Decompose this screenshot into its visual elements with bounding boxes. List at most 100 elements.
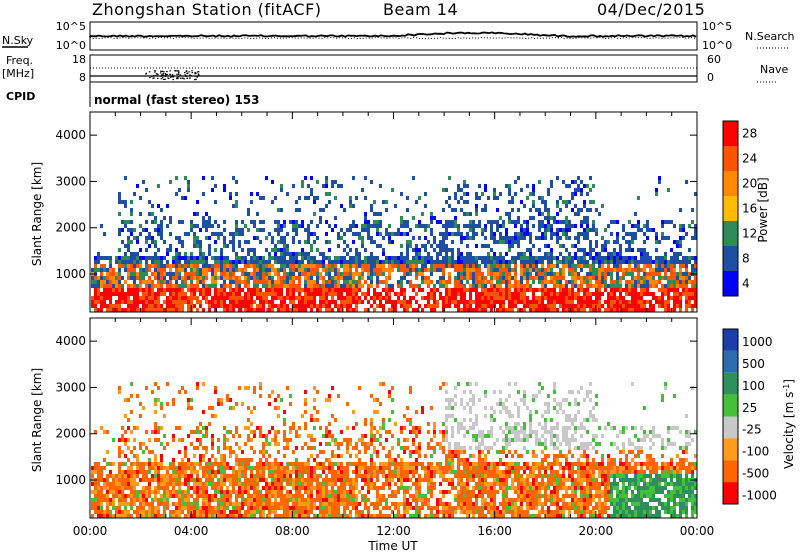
heatmap-cell [673, 304, 676, 308]
heatmap-cell [628, 308, 631, 312]
heatmap-cell [289, 514, 292, 518]
heatmap-cell [538, 208, 541, 212]
heatmap-cell [190, 252, 193, 256]
heatmap-cell [181, 490, 184, 494]
heatmap-cell [148, 308, 151, 312]
heatmap-cell [181, 498, 184, 502]
heatmap-cell [244, 442, 247, 446]
heatmap-cell [91, 482, 94, 486]
heatmap-cell [328, 430, 331, 434]
heatmap-cell [664, 260, 667, 264]
heatmap-cell [631, 288, 634, 292]
heatmap-cell [238, 474, 241, 478]
heatmap-cell [310, 494, 313, 498]
heatmap-cell [421, 276, 424, 280]
heatmap-cell [583, 232, 586, 236]
heatmap-cell [226, 478, 229, 482]
heatmap-cell [343, 272, 346, 276]
heatmap-cell [640, 256, 643, 260]
heatmap-cell [469, 284, 472, 288]
heatmap-cell [673, 300, 676, 304]
heatmap-cell [247, 280, 250, 284]
heatmap-cell [169, 284, 172, 288]
heatmap-cell [337, 454, 340, 458]
heatmap-cell [244, 482, 247, 486]
heatmap-cell [109, 470, 112, 474]
heatmap-cell [304, 422, 307, 426]
heatmap-cell [250, 474, 253, 478]
heatmap-cell [217, 514, 220, 518]
heatmap-cell [178, 510, 181, 514]
heatmap-cell [295, 458, 298, 462]
heatmap-cell [235, 224, 238, 228]
heatmap-cell [124, 300, 127, 304]
heatmap-cell [121, 284, 124, 288]
heatmap-cell [229, 482, 232, 486]
heatmap-cell [580, 264, 583, 268]
heatmap-cell [598, 272, 601, 276]
heatmap-cell [484, 208, 487, 212]
heatmap-cell [328, 498, 331, 502]
colorbar-tick-label: 24 [742, 152, 757, 166]
heatmap-cell [127, 268, 130, 272]
heatmap-cell [319, 296, 322, 300]
heatmap-cell [508, 288, 511, 292]
colorbar-tick-label: 12 [742, 227, 757, 241]
heatmap-cell [487, 220, 490, 224]
heatmap-cell [187, 458, 190, 462]
nave-point [187, 72, 189, 74]
heatmap-cell [505, 276, 508, 280]
heatmap-cell [589, 296, 592, 300]
heatmap-cell [367, 272, 370, 276]
heatmap-cell [277, 482, 280, 486]
heatmap-cell [661, 288, 664, 292]
heatmap-cell [286, 280, 289, 284]
heatmap-cell [613, 240, 616, 244]
heatmap-cell [496, 272, 499, 276]
heatmap-cell [274, 244, 277, 248]
heatmap-cell [157, 438, 160, 442]
heatmap-cell [607, 308, 610, 312]
heatmap-cell [355, 470, 358, 474]
heatmap-cell [628, 264, 631, 268]
heatmap-cell [328, 304, 331, 308]
heatmap-cell [256, 288, 259, 292]
heatmap-cell [589, 228, 592, 232]
heatmap-cell [121, 300, 124, 304]
heatmap-cell [319, 498, 322, 502]
heatmap-cell [274, 406, 277, 410]
heatmap-cell [661, 232, 664, 236]
heatmap-cell [460, 300, 463, 304]
heatmap-cell [385, 268, 388, 272]
heatmap-cell [181, 466, 184, 470]
heatmap-cell [475, 260, 478, 264]
heatmap-cell [328, 224, 331, 228]
heatmap-cell [325, 264, 328, 268]
heatmap-cell [454, 196, 457, 200]
heatmap-cell [586, 236, 589, 240]
heatmap-cell [544, 292, 547, 296]
heatmap-cell [223, 482, 226, 486]
heatmap-cell [343, 482, 346, 486]
heatmap-cell [229, 300, 232, 304]
heatmap-cell [517, 280, 520, 284]
heatmap-cell [649, 292, 652, 296]
heatmap-cell [334, 438, 337, 442]
heatmap-cell [229, 454, 232, 458]
heatmap-cell [679, 240, 682, 244]
heatmap-cell [292, 514, 295, 518]
heatmap-cell [148, 482, 151, 486]
heatmap-cell [442, 272, 445, 276]
heatmap-cell [298, 260, 301, 264]
heatmap-cell [124, 514, 127, 518]
heatmap-cell [649, 280, 652, 284]
heatmap-cell [313, 196, 316, 200]
heatmap-cell [286, 506, 289, 510]
heatmap-cell [487, 304, 490, 308]
heatmap-cell [310, 502, 313, 506]
heatmap-cell [256, 260, 259, 264]
heatmap-cell [139, 272, 142, 276]
heatmap-cell [622, 268, 625, 272]
heatmap-cell [553, 288, 556, 292]
heatmap-cell [277, 228, 280, 232]
